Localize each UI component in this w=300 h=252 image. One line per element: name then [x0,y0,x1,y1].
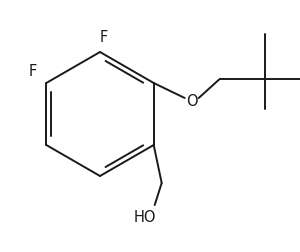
Text: HO: HO [134,210,156,226]
Text: F: F [100,30,108,46]
Text: F: F [28,64,36,79]
Text: O: O [186,93,197,109]
